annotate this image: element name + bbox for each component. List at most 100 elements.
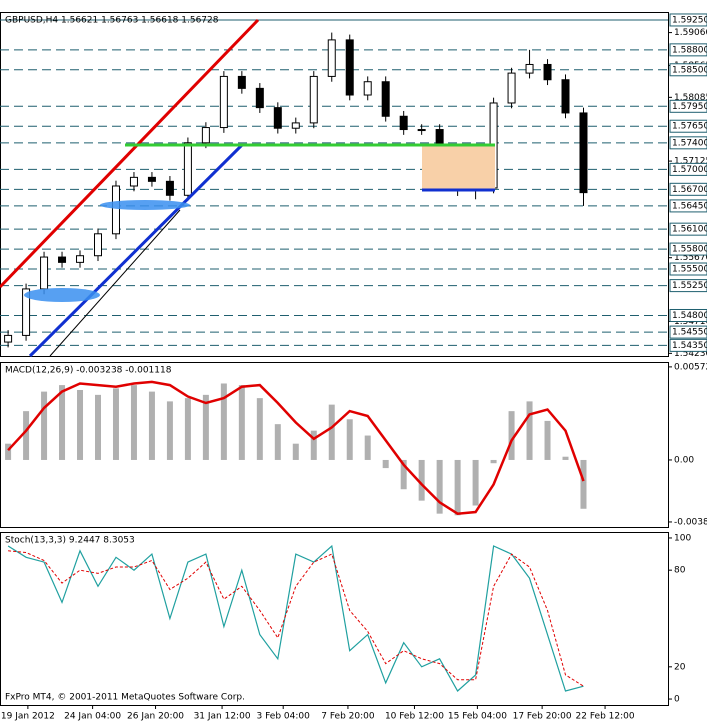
y-tick-label: 1.54230 — [674, 349, 707, 359]
y-tick-label: 1.58085 — [674, 93, 707, 103]
level-label-box — [669, 338, 707, 352]
candle-body — [201, 127, 210, 144]
histogram-bar — [418, 459, 425, 501]
candle-body — [165, 180, 174, 196]
level-label: 1.56700 — [672, 185, 707, 195]
level-label-box — [669, 222, 707, 236]
histogram-bar — [490, 459, 497, 464]
level-label: 1.57000 — [672, 165, 707, 175]
histogram-bar — [346, 419, 353, 460]
candle-body — [543, 63, 552, 81]
panel-title: Stoch(13,3,3) 9.2447 8.3053 — [5, 536, 135, 546]
y-tick-label: -0.00381 — [674, 517, 707, 527]
histogram-bar — [436, 459, 443, 514]
candle-body — [273, 107, 282, 129]
histogram-bar — [364, 435, 371, 460]
level-label: 1.56100 — [672, 225, 707, 235]
zone — [422, 145, 495, 190]
candle-body — [399, 115, 408, 131]
x-tick-label: 22 Feb 12:00 — [576, 712, 635, 722]
candle-body — [147, 176, 156, 182]
histogram-bar — [454, 459, 461, 516]
candle-body — [129, 176, 138, 187]
candle-body — [291, 122, 300, 129]
candle-body — [417, 129, 426, 132]
level-label: 1.55800 — [672, 245, 707, 255]
candle-body — [22, 288, 31, 336]
panel-title: MACD(12,26,9) -0.003238 -0.001118 — [5, 366, 172, 376]
level-label: 1.56450 — [672, 201, 707, 211]
x-tick-label: 24 Jan 04:00 — [64, 712, 121, 722]
candle-body — [93, 233, 102, 257]
histogram-bar — [220, 383, 227, 460]
x-tick-label: 3 Feb 04:00 — [257, 712, 311, 722]
histogram-bar — [202, 394, 209, 460]
histogram-bar — [77, 389, 84, 460]
histogram-bar — [148, 391, 155, 460]
x-tick-label: 17 Feb 20:00 — [513, 712, 572, 722]
level-label: 1.55500 — [672, 265, 707, 275]
footer: FxPro MT4, © 2001-2011 MetaQuotes Softwa… — [5, 693, 245, 703]
candle-body — [4, 334, 13, 343]
level-label-box — [669, 182, 707, 196]
panel: 0.00572 0.00 -0.00381 MACD(12,26,9) -0.0032… — [0, 362, 707, 528]
candle-body — [507, 72, 516, 104]
level-label-box — [669, 325, 707, 339]
histogram-bar — [400, 459, 407, 490]
y-tick-label: 1.59060 — [674, 28, 707, 38]
candle-body — [111, 185, 120, 235]
histogram-bar — [59, 385, 66, 460]
level-label: 1.58800 — [672, 45, 707, 55]
trend-line-thin — [49, 209, 181, 357]
y-tick-label: 0.00 — [674, 455, 694, 465]
level-label: 1.59250 — [672, 15, 707, 25]
x-tick-label: 19 Jan 2012 — [1, 712, 55, 722]
candle-body — [579, 112, 588, 194]
y-tick-label: 1.55670 — [674, 253, 707, 263]
x-tick-label: 10 Feb 12:00 — [385, 712, 444, 722]
drawings — [0, 18, 495, 358]
candle-body — [327, 39, 336, 77]
histogram-bar — [508, 411, 515, 460]
panel-frame — [0, 362, 669, 528]
y-tick-label: 80 — [674, 566, 686, 576]
histogram-bar — [238, 385, 245, 460]
line — [7, 380, 585, 515]
histogram-bar — [23, 411, 30, 460]
y-tick-label: 0.00572 — [674, 362, 707, 372]
histogram-bar — [184, 398, 191, 460]
x-tick-label: 7 Feb 20:00 — [321, 712, 375, 722]
histogram-bar — [562, 456, 569, 460]
candle-body — [183, 142, 192, 196]
histogram-bar — [5, 443, 12, 460]
histogram-bar — [472, 459, 479, 506]
histogram-bar — [256, 398, 263, 460]
level-label-box — [669, 262, 707, 276]
candle-body — [76, 255, 85, 263]
level-label: 1.57950 — [672, 102, 707, 112]
highlight — [100, 200, 190, 210]
x-tick-label: 31 Jan 12:00 — [194, 712, 251, 722]
candle-body — [345, 39, 354, 96]
y-tick-label: 0 — [674, 695, 680, 705]
candle-body — [237, 75, 246, 89]
candle-body — [381, 81, 390, 117]
candle-body — [255, 87, 264, 109]
level-label-box — [669, 199, 707, 213]
panel: 100 80 20 0 19 Jan 2012 24 Jan 04:00 26 Jan 20… — [0, 532, 691, 722]
histogram-bar — [166, 401, 173, 460]
level-label-box — [669, 119, 707, 133]
panel-title: GBPUSD,H4 1.56621 1.56763 1.56618 1.5672… — [5, 16, 219, 26]
histogram-bar — [130, 385, 137, 460]
candle-body — [561, 79, 570, 114]
level-label: 1.57400 — [672, 138, 707, 148]
level-label-box — [669, 279, 707, 293]
level-label-box — [669, 136, 707, 150]
histogram-bar — [526, 401, 533, 460]
level-label-box — [669, 43, 707, 57]
level-label: 1.54550 — [672, 328, 707, 338]
channel-line — [0, 18, 260, 289]
histogram-bar — [274, 424, 281, 460]
candle-body — [58, 256, 67, 263]
